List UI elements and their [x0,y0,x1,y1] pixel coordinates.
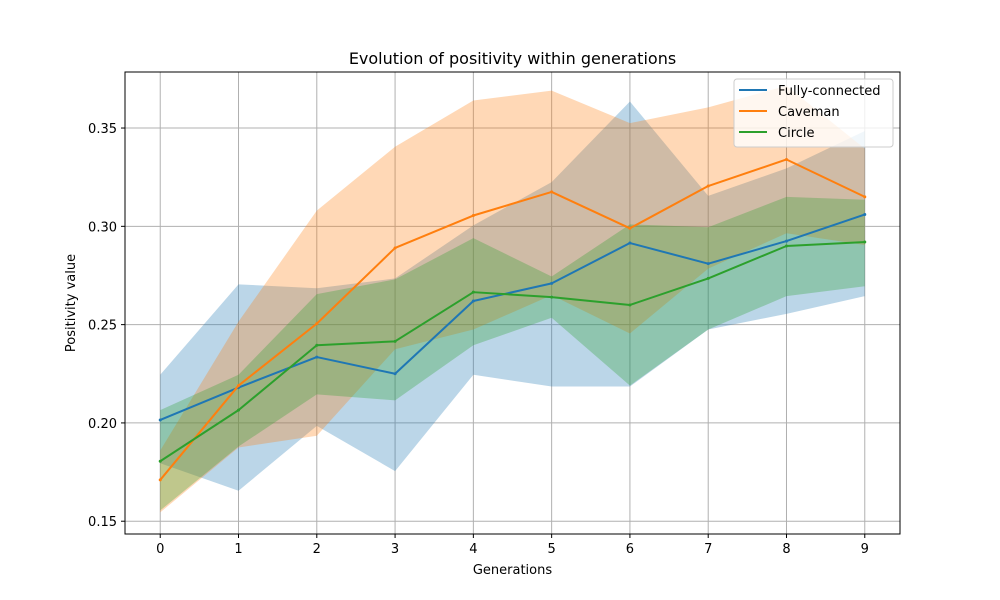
line-circle [158,241,866,463]
y-tick-label: 0.20 [88,417,117,432]
x-tick-label: 5 [548,542,556,557]
point-circle [863,240,867,244]
point-circle [628,303,632,307]
point-fully-connected [706,262,710,266]
y-tick-label: 0.35 [88,122,117,137]
point-fully-connected [471,299,475,303]
y-tick-label: 0.15 [88,515,117,530]
x-axis-label: Generations [473,563,553,578]
axis-ticks: 0 1 2 3 4 5 6 7 8 9 0.15 0.20 0.25 0.30 0.35 [88,122,869,557]
point-caveman [784,157,788,161]
x-tick-label: 1 [234,542,242,557]
grid [125,72,900,534]
chart-title: Evolution of positivity within generatio… [349,49,676,68]
y-tick-label: 0.25 [88,319,117,334]
point-fully-connected [393,372,397,376]
point-circle [315,343,319,347]
point-fully-connected [784,239,788,243]
legend-label-circle: Circle [778,126,815,141]
x-tick-label: 6 [626,542,634,557]
confidence-bands [160,85,865,513]
y-tick-label: 0.30 [88,220,117,235]
legend-box [733,78,894,148]
band-circle [160,196,865,511]
x-tick-label: 7 [704,542,712,557]
point-circle [237,408,241,412]
point-caveman [158,478,162,482]
point-fully-connected [628,241,632,245]
series-lines [158,157,867,482]
point-caveman [393,246,397,250]
x-tick-label: 9 [861,542,869,557]
point-caveman [471,214,475,218]
legend-label-caveman: Caveman [778,105,840,120]
point-caveman [863,195,867,199]
point-caveman [237,384,241,388]
point-caveman [628,226,632,230]
plot-frame [124,71,901,535]
y-axis-label: Positivity value [64,254,79,352]
point-fully-connected [315,355,319,359]
x-tick-label: 3 [391,542,399,557]
x-tick-label: 4 [469,542,477,557]
point-circle [784,244,788,248]
point-fully-connected [550,281,554,285]
point-caveman [315,322,319,326]
point-circle [550,295,554,299]
point-caveman [706,184,710,188]
line-fully-connected [158,213,867,422]
point-fully-connected [158,418,162,422]
point-fully-connected [863,213,867,217]
line-caveman [158,158,867,482]
x-tick-label: 8 [782,542,790,557]
point-circle [471,290,475,294]
legend-label-fully-connected: Fully-connected [778,84,880,99]
x-tick-label: 2 [313,542,321,557]
point-circle [393,339,397,343]
point-caveman [550,190,554,194]
band-fully-connected [160,101,865,491]
point-circle [158,459,162,463]
legend: Fully-connected Caveman Circle [733,78,894,148]
band-caveman [160,85,865,513]
point-circle [706,276,710,280]
x-tick-label: 0 [156,542,164,557]
